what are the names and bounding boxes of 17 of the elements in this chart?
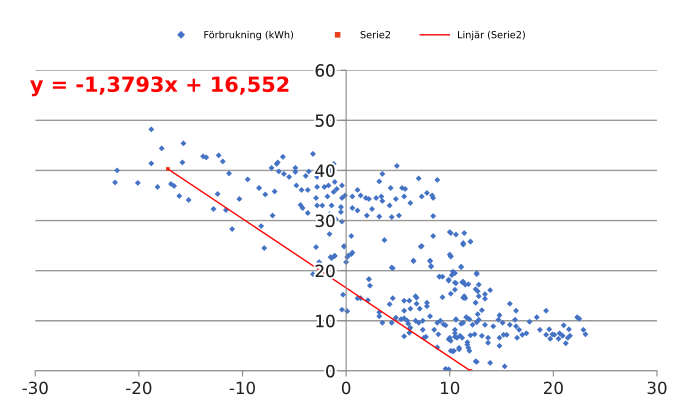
x-tick-label: 20: [544, 382, 563, 394]
x-tick-label: 10: [440, 382, 460, 394]
legend-label: Linjär (Serie2): [458, 30, 525, 40]
y-tick-label: 50: [316, 114, 335, 127]
y-tick-label: 40: [315, 164, 335, 177]
y-tick-label: 10: [316, 314, 335, 328]
x-tick-label: -10: [230, 382, 256, 394]
x-tick-label: 30: [648, 382, 666, 394]
x-tick-label: -20: [126, 382, 152, 394]
annotation: y = -1,3793x + 16,552: [30, 76, 288, 96]
x-tick-label: -30: [22, 382, 48, 394]
y-tick-label: 0: [326, 364, 335, 378]
legend-label: Förbrukning (kWh): [204, 30, 294, 40]
y-tick-label: 30: [316, 214, 335, 228]
y-tick-label: 60: [316, 64, 335, 77]
legend-label: Serie2: [360, 30, 390, 38]
x-tick-label: 0: [342, 382, 350, 394]
